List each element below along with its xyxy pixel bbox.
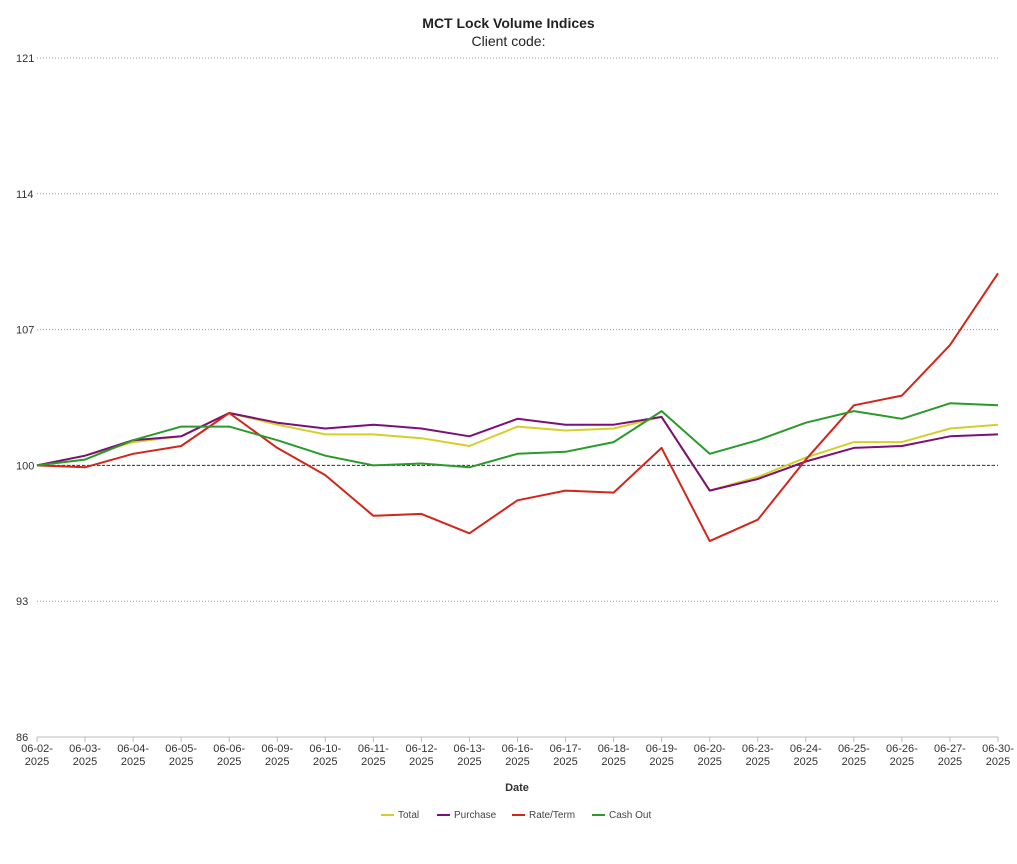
legend-item: Rate/Term	[512, 810, 575, 821]
x-tick-label-year: 2025	[313, 756, 337, 768]
x-tick-label-year: 2025	[746, 756, 770, 768]
y-tick-label: 107	[16, 325, 34, 337]
y-tick-label: 121	[16, 53, 34, 65]
x-tick-label-year: 2025	[121, 756, 145, 768]
x-tick-label: 06-03-	[69, 743, 101, 755]
y-tick-label: 93	[16, 596, 28, 608]
x-tick-label: 06-05-	[165, 743, 197, 755]
legend-item: Purchase	[437, 810, 497, 821]
series-line-cash-out	[36, 402, 999, 469]
x-tick-label: 06-23-	[742, 743, 774, 755]
x-axis: 06-02-202506-03-202506-04-202506-05-2025…	[21, 737, 1014, 768]
series-line-purchase	[36, 412, 999, 492]
x-tick-label: 06-20-	[694, 743, 726, 755]
x-tick-label-year: 2025	[409, 756, 433, 768]
x-tick-label-year: 2025	[986, 756, 1010, 768]
x-tick-label: 06-16-	[502, 743, 534, 755]
x-tick-label-year: 2025	[649, 756, 673, 768]
chart-subtitle: Client code:	[471, 33, 546, 49]
x-tick-label-year: 2025	[601, 756, 625, 768]
x-tick-label: 06-27-	[934, 743, 966, 755]
x-tick-label-year: 2025	[505, 756, 529, 768]
grid-lines	[37, 57, 998, 738]
y-axis-ticks: 86 93 100 107 114 121	[16, 53, 34, 744]
x-tick-label-year: 2025	[361, 756, 385, 768]
x-tick-label: 06-18-	[598, 743, 630, 755]
x-tick-label: 06-06-	[213, 743, 245, 755]
x-tick-label: 06-30-	[982, 743, 1014, 755]
x-tick-label-year: 2025	[217, 756, 241, 768]
x-tick-label: 06-09-	[261, 743, 293, 755]
legend-label: Cash Out	[609, 810, 651, 821]
series-line-total	[36, 412, 999, 492]
x-tick-label-year: 2025	[457, 756, 481, 768]
x-tick-label-year: 2025	[842, 756, 866, 768]
x-tick-label: 06-04-	[117, 743, 149, 755]
x-tick-label: 06-17-	[550, 743, 582, 755]
y-tick-label: 86	[16, 732, 28, 744]
legend-item: Cash Out	[592, 810, 651, 821]
x-tick-label-year: 2025	[938, 756, 962, 768]
series-lines	[36, 272, 999, 543]
legend-label: Total	[398, 810, 419, 821]
x-tick-label: 06-12-	[406, 743, 438, 755]
x-tick-label-year: 2025	[265, 756, 289, 768]
x-tick-label-year: 2025	[794, 756, 818, 768]
x-tick-label: 06-19-	[646, 743, 678, 755]
x-tick-label: 06-13-	[454, 743, 486, 755]
x-tick-label-year: 2025	[73, 756, 97, 768]
x-tick-label: 06-11-	[358, 743, 389, 755]
x-tick-label: 06-24-	[790, 743, 822, 755]
x-tick-label-year: 2025	[553, 756, 577, 768]
y-tick-label: 114	[16, 189, 34, 201]
x-tick-label-year: 2025	[25, 756, 49, 768]
x-tick-label: 06-25-	[838, 743, 870, 755]
x-tick-label: 06-02-	[21, 743, 53, 755]
x-tick-label: 06-10-	[309, 743, 341, 755]
y-tick-label: 100	[16, 460, 34, 472]
legend-label: Purchase	[454, 810, 497, 821]
x-axis-title: Date	[505, 782, 529, 794]
series-line-rate-term	[36, 272, 999, 543]
chart-title: MCT Lock Volume Indices	[422, 15, 595, 31]
legend-item: Total	[381, 810, 419, 821]
x-tick-label: 06-26-	[886, 743, 918, 755]
legend: Total Purchase Rate/Term Cash Out	[381, 810, 651, 821]
x-tick-label-year: 2025	[169, 756, 193, 768]
x-tick-label-year: 2025	[697, 756, 721, 768]
legend-label: Rate/Term	[529, 810, 575, 821]
x-tick-label-year: 2025	[890, 756, 914, 768]
